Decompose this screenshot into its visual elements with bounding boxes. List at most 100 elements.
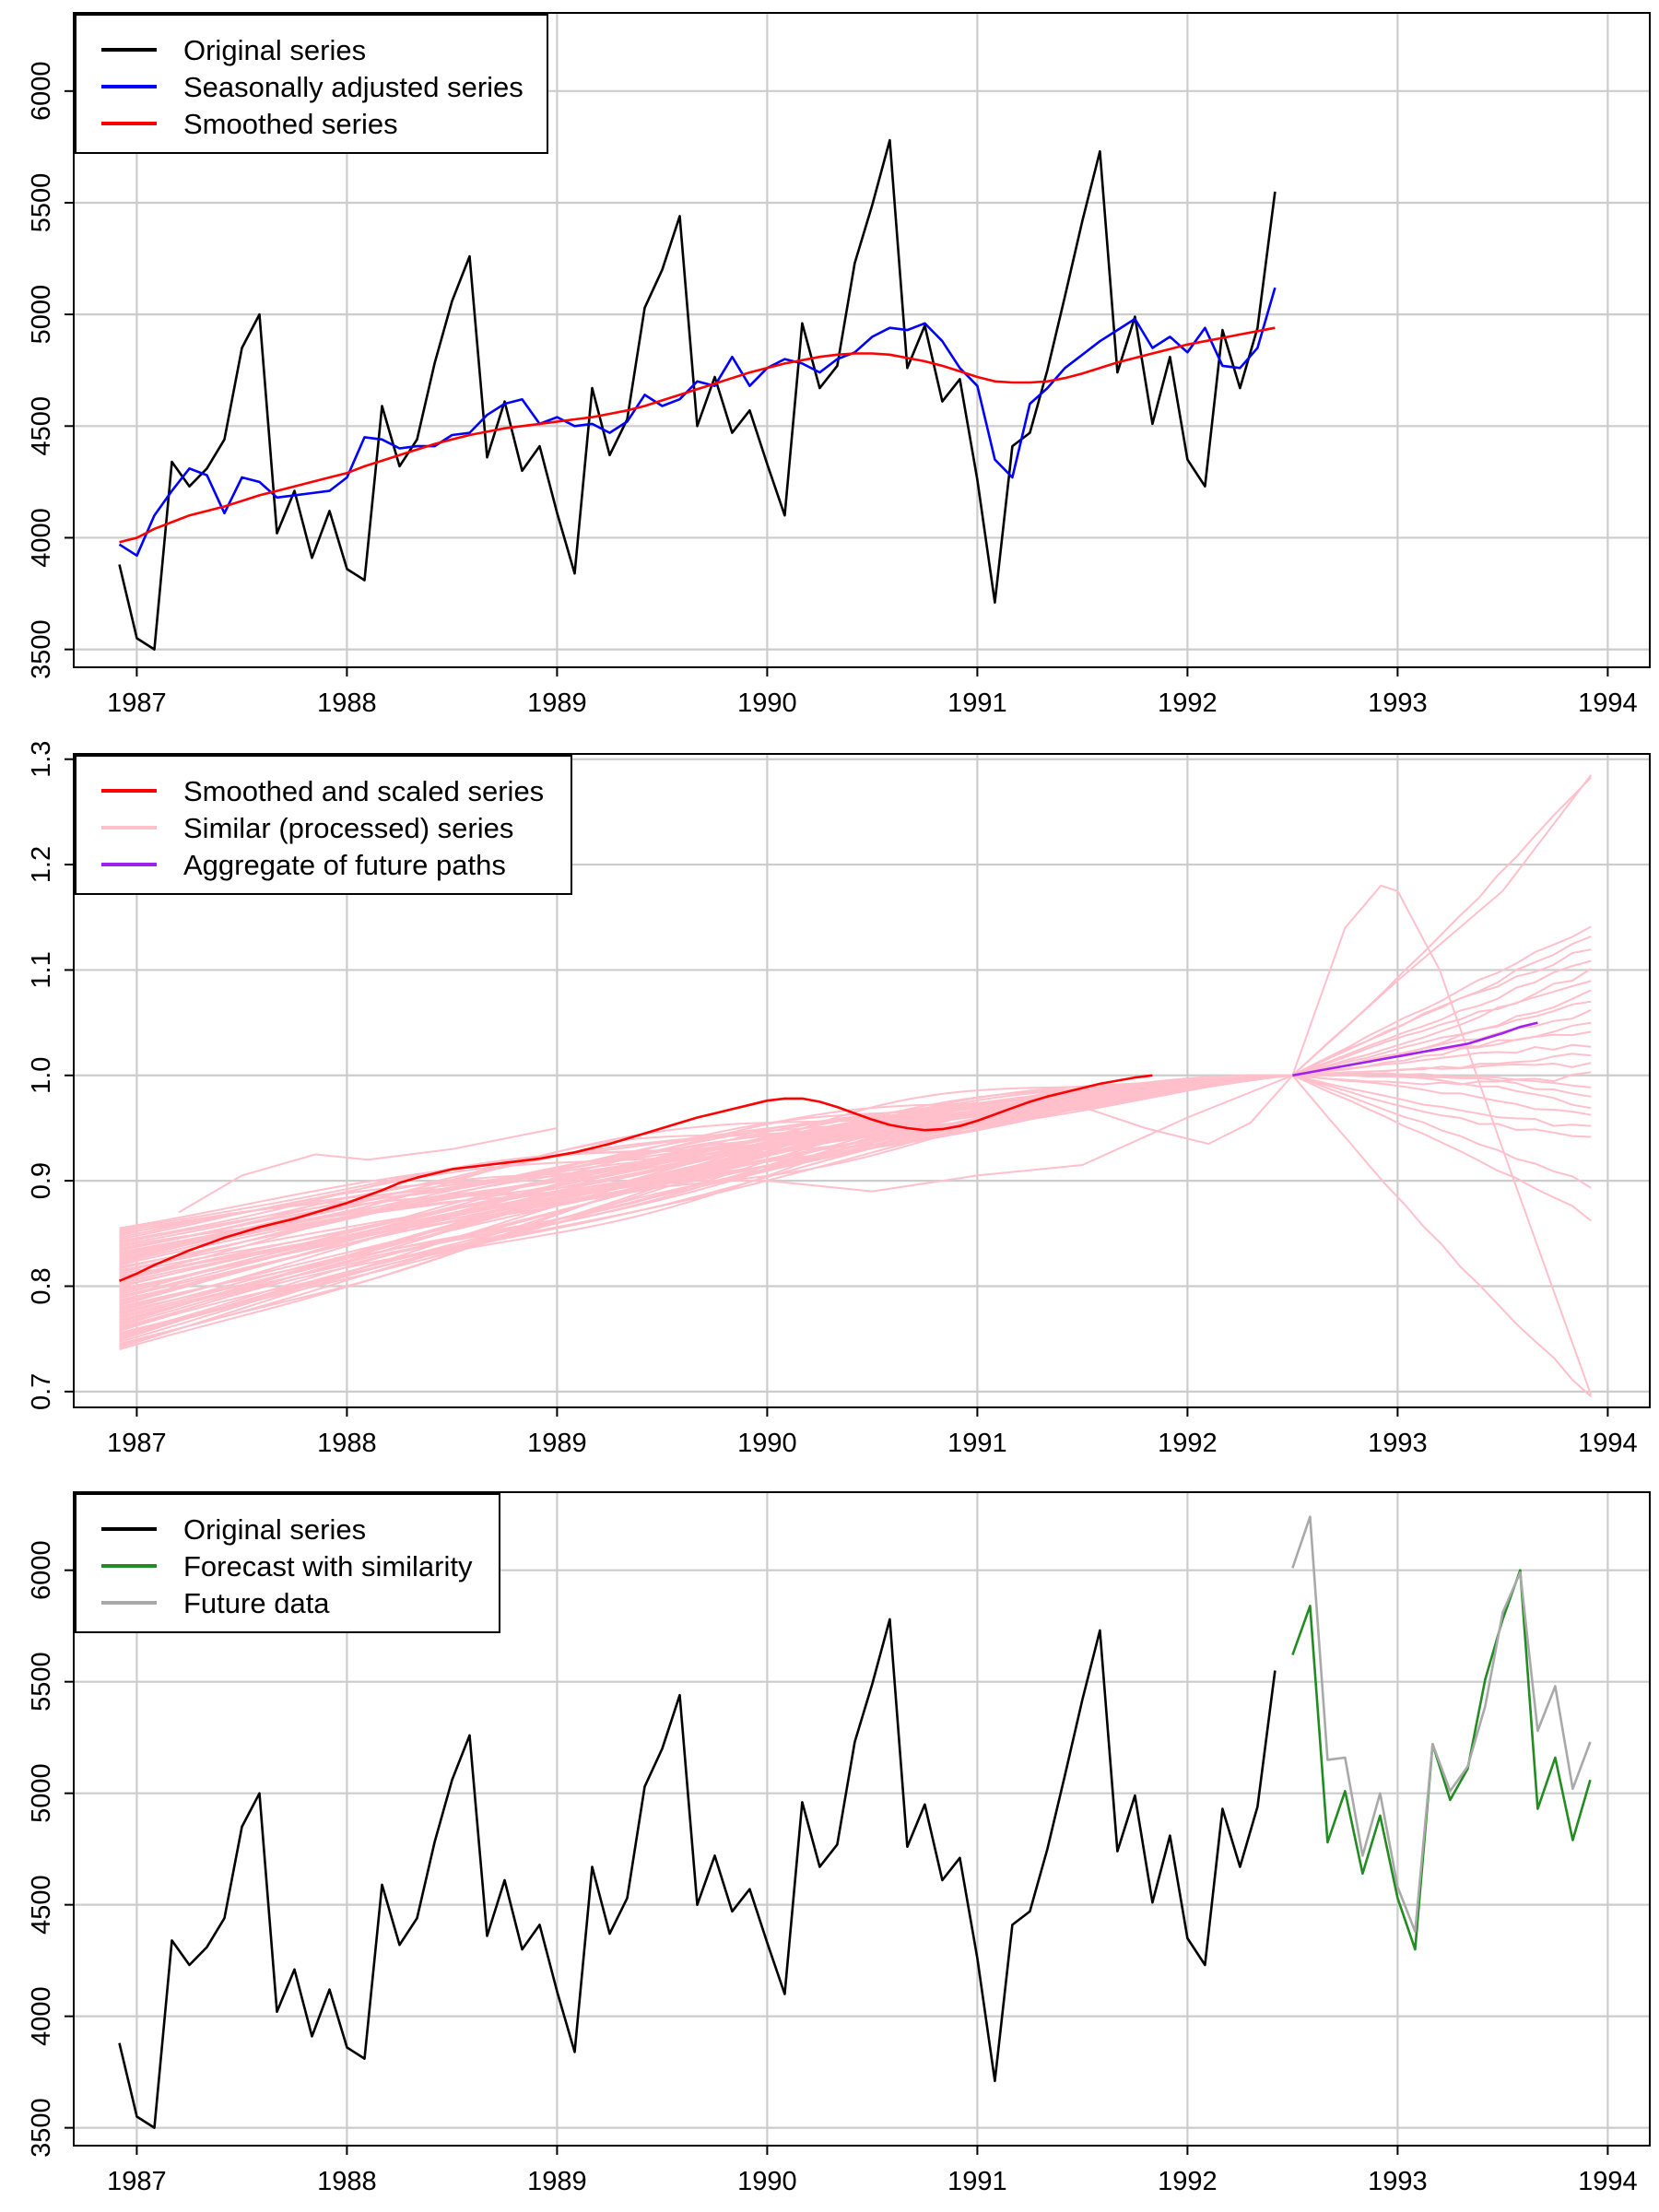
y-tick-label: 4500 (27, 1875, 56, 1935)
series-line-forecast-with-similarity (1291, 1569, 1592, 1951)
similar-series-line (119, 1074, 1293, 1311)
similar-future-line (1291, 1074, 1592, 1222)
similar-outlier-line (178, 1127, 558, 1214)
legend: Smoothed and scaled series Similar (proce… (75, 755, 572, 895)
legend-label: Original series (183, 1513, 366, 1546)
x-tick-label: 1989 (527, 1429, 587, 1458)
similar-future-line (1291, 948, 1592, 1077)
y-tick-label: 3500 (27, 619, 56, 679)
plot-area (118, 774, 1593, 1397)
similar-future-line (1292, 1074, 1592, 1127)
similar-outlier-line (1291, 774, 1592, 1077)
x-tick-label: 1991 (947, 1429, 1007, 1458)
similar-future-line (1292, 980, 1592, 1077)
legend: Original series Forecast with similarity F… (75, 1493, 500, 1633)
x-tick-label: 1990 (737, 688, 797, 718)
legend-label: Forecast with similarity (183, 1550, 473, 1583)
x-tick-label: 1988 (317, 2167, 377, 2196)
y-tick-label: 3500 (27, 2098, 56, 2158)
x-tick-label: 1987 (107, 1429, 167, 1458)
similar-future-line (1292, 1074, 1592, 1189)
y-tick-label: 5000 (27, 1763, 56, 1823)
x-tick-label: 1992 (1158, 2167, 1218, 2196)
series-line-smoothed-series (119, 326, 1276, 544)
x-tick-label: 1989 (527, 2167, 587, 2196)
y-tick-label: 0.9 (27, 1162, 56, 1199)
similar-outlier-line (662, 1074, 1293, 1193)
legend-label: Future data (183, 1587, 330, 1619)
series-line-future-data (1291, 1515, 1592, 1933)
similar-future-line (1292, 1074, 1592, 1116)
plot-border (73, 753, 1651, 1408)
legend: Original series Seasonally adjusted serie… (75, 14, 548, 154)
x-tick-label: 1993 (1368, 688, 1428, 718)
series-line-original-series (118, 138, 1277, 651)
similar-outlier-line (1082, 1075, 1294, 1146)
x-tick-label: 1994 (1578, 2167, 1638, 2196)
y-tick-label: 1.1 (27, 951, 56, 988)
y-tick-label: 5500 (27, 173, 56, 233)
x-tick-label: 1993 (1368, 2167, 1428, 2196)
similar-future-line (1292, 959, 1592, 1077)
x-tick-label: 1991 (947, 2167, 1007, 2196)
chart-panel-3: 1987 1988 1989 1990 1991 1992 1993 1994 3500 4000… (27, 1491, 1651, 2196)
series-line-aggregate-of-future-paths (1292, 1021, 1538, 1077)
series-line-original-series (118, 1618, 1277, 2129)
y-tick-label: 1.3 (27, 741, 56, 778)
similar-future-line (1292, 968, 1592, 1077)
x-tick-label: 1994 (1578, 1429, 1638, 1458)
similar-future-line (1291, 925, 1592, 1077)
similar-future-line (1291, 1075, 1592, 1397)
x-tick-label: 1988 (317, 688, 377, 718)
y-tick-label: 6000 (27, 1540, 56, 1600)
y-tick-label: 4000 (27, 1986, 56, 2046)
similar-future-line (1292, 1043, 1592, 1077)
y-tick-label: 5500 (27, 1652, 56, 1712)
legend-label: Seasonally adjusted series (183, 71, 524, 103)
similar-series-line (119, 1074, 1293, 1246)
similar-series-line (119, 1074, 1293, 1233)
similar-series-line (119, 1074, 1293, 1231)
y-tick-label: 0.7 (27, 1373, 56, 1410)
legend-box (75, 1493, 500, 1633)
x-tick-label: 1993 (1368, 1429, 1428, 1458)
x-tick-label: 1988 (317, 1429, 377, 1458)
similar-series-line (119, 1074, 1293, 1230)
x-tick-label: 1989 (527, 688, 587, 718)
y-tick-label: 4000 (27, 508, 56, 568)
x-tick-label: 1991 (947, 688, 1007, 718)
legend-label: Similar (processed) series (183, 812, 513, 844)
similar-future-line (1292, 1072, 1592, 1098)
y-tick-label: 1.2 (27, 846, 56, 883)
plot-border (73, 12, 1651, 668)
legend-label: Smoothed series (183, 108, 398, 140)
x-tick-label: 1990 (737, 2167, 797, 2196)
y-tick-label: 1.0 (27, 1057, 56, 1094)
x-tick-label: 1992 (1158, 688, 1218, 718)
similar-future-line (1292, 1074, 1592, 1138)
plot-border (73, 1491, 1651, 2147)
similar-series-line (119, 1074, 1293, 1237)
x-tick-label: 1994 (1578, 688, 1638, 718)
legend-label: Smoothed and scaled series (183, 775, 544, 807)
legend-box (75, 14, 548, 154)
series-line-smoothed-and-scaled-series (118, 1074, 1153, 1282)
chart-panel-1: 1987 1988 1989 1990 1991 1992 1993 1994 3500 4000… (27, 12, 1651, 718)
similar-outlier-line (1291, 884, 1593, 1395)
y-tick-label: 6000 (27, 62, 56, 122)
similar-future-line (1292, 1074, 1592, 1110)
y-tick-label: 5000 (27, 285, 56, 345)
legend-label: Original series (183, 34, 366, 66)
plot-area (118, 1515, 1592, 2129)
x-tick-label: 1990 (737, 1429, 797, 1458)
similar-series-group (119, 774, 1593, 1397)
similar-future-line (1292, 1000, 1592, 1077)
chart-panel-2: 1987 1988 1989 1990 1991 1992 1993 1994 0.7 0.8 0.… (27, 741, 1651, 1458)
series-line-seasonally-adjusted-series (118, 287, 1277, 558)
legend-label: Aggregate of future paths (183, 849, 506, 881)
plot-area (118, 138, 1277, 651)
y-tick-label: 4500 (27, 396, 56, 456)
y-tick-label: 0.8 (27, 1267, 56, 1304)
legend-box (75, 755, 572, 895)
